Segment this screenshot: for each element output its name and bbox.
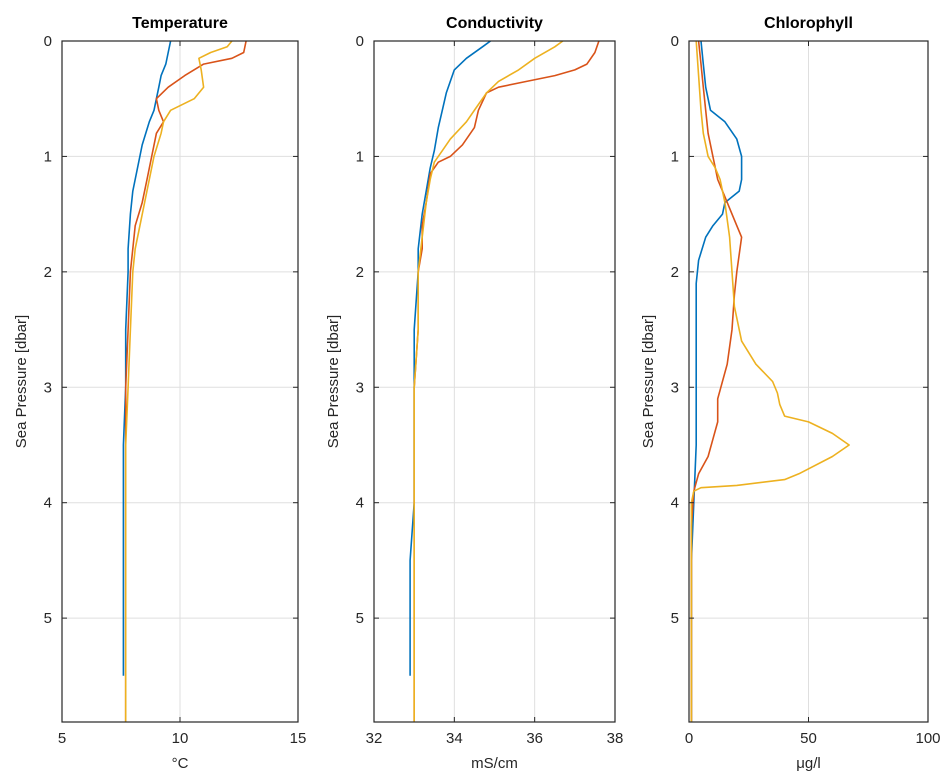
x-tick-label: 34 <box>446 730 463 747</box>
x-tick-label: 15 <box>290 730 307 747</box>
x-axis-label: °C <box>172 755 189 772</box>
y-tick-label: 2 <box>671 264 679 281</box>
y-tick-label: 4 <box>44 495 52 512</box>
series-line-2 <box>690 41 850 722</box>
x-tick-label: 36 <box>526 730 543 747</box>
x-axis-label: mS/cm <box>471 755 518 772</box>
y-axis-label: Sea Pressure [dbar] <box>640 315 657 448</box>
y-axis-label: Sea Pressure [dbar] <box>13 315 30 448</box>
y-tick-label: 1 <box>44 148 52 165</box>
series-line-2 <box>124 41 233 722</box>
x-axis-label: μg/l <box>796 755 821 772</box>
y-tick-label: 5 <box>671 610 679 627</box>
x-tick-label: 32 <box>366 730 383 747</box>
x-tick-label: 50 <box>800 730 817 747</box>
y-tick-label: 3 <box>671 379 679 396</box>
y-tick-label: 5 <box>356 610 364 627</box>
y-tick-label: 5 <box>44 610 52 627</box>
x-tick-label: 100 <box>915 730 940 747</box>
y-tick-label: 2 <box>356 264 364 281</box>
chart-title: Chlorophyll <box>764 15 853 32</box>
chart-title: Conductivity <box>446 15 543 32</box>
chart-title: Temperature <box>132 15 228 32</box>
y-tick-label: 1 <box>356 148 364 165</box>
y-tick-label: 3 <box>356 379 364 396</box>
y-tick-label: 2 <box>44 264 52 281</box>
y-tick-label: 0 <box>356 33 364 50</box>
axes-box <box>373 40 616 723</box>
y-tick-label: 0 <box>44 33 52 50</box>
series-line-1 <box>690 41 743 722</box>
x-tick-label: 38 <box>607 730 624 747</box>
chart-panel-2: 0 50 100 0 1 2 3 4 5 Chlorophyll μg/l Sea Pressure … <box>640 15 941 772</box>
y-tick-label: 1 <box>671 148 679 165</box>
y-tick-label: 3 <box>44 379 52 396</box>
x-tick-label: 5 <box>58 730 66 747</box>
y-axis-label: Sea Pressure [dbar] <box>325 315 342 448</box>
y-tick-label: 4 <box>356 495 364 512</box>
chart-panel-0: 5 10 15 0 1 2 3 4 5 Temperature °C Sea Pressure [db… <box>13 15 306 772</box>
series-line-0 <box>122 41 172 676</box>
x-tick-label: 10 <box>172 730 189 747</box>
y-tick-label: 4 <box>671 495 679 512</box>
series-line-2 <box>413 41 564 722</box>
y-tick-label: 0 <box>671 33 679 50</box>
series-line-1 <box>124 41 247 722</box>
series-line-0 <box>690 41 743 722</box>
x-tick-label: 0 <box>685 730 693 747</box>
